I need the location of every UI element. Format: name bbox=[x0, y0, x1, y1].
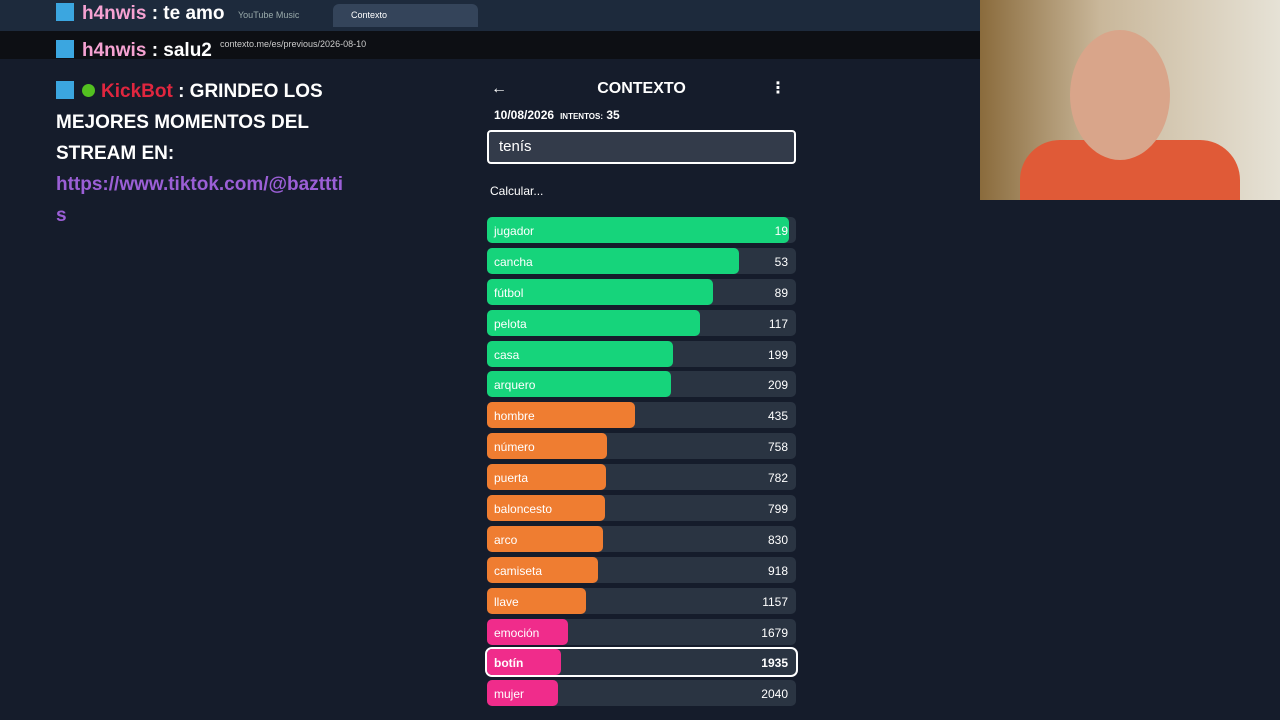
attempts: 35 bbox=[606, 108, 620, 122]
attempts-label: INTENTOS: bbox=[560, 112, 604, 121]
guess-row: puerta 782 bbox=[487, 464, 796, 491]
chat-user: h4nwis bbox=[82, 3, 147, 24]
guess-word: jugador bbox=[494, 224, 535, 238]
guess-word: mujer bbox=[494, 687, 525, 702]
address-bar: contexto.me/es/previous/2026-08-10 bbox=[0, 31, 980, 59]
rank-bar bbox=[487, 309, 700, 336]
guess-rank: 758 bbox=[767, 440, 788, 455]
rank-bar bbox=[487, 247, 739, 274]
guess-word: pelota bbox=[494, 316, 527, 331]
guess-list: jugador 19 cancha 53 fútbol 89 pelota 117 casa 19… bbox=[485, 217, 798, 707]
guess-rank: 117 bbox=[768, 316, 788, 331]
guess-row: mujer 2040 bbox=[487, 680, 796, 707]
guess-word: baloncesto bbox=[494, 502, 553, 517]
guess-row: arquero 209 bbox=[487, 371, 796, 398]
chat-message: KickBot : GRINDEO LOS MEJORES MOMENTOS D… bbox=[56, 76, 346, 231]
rank-bar bbox=[487, 618, 568, 645]
guess-row: camiseta 918 bbox=[487, 556, 796, 583]
guess-row: arco 830 bbox=[487, 525, 796, 552]
rank-bar bbox=[487, 402, 635, 429]
guess-row: jugador 19 bbox=[487, 217, 796, 243]
guess-rank: 1679 bbox=[761, 625, 788, 640]
tab[interactable]: Contexto bbox=[333, 4, 478, 27]
rank-bar bbox=[487, 587, 587, 614]
rank-bar bbox=[487, 340, 674, 367]
guess-rank: 799 bbox=[767, 502, 788, 517]
guess-rank: 918 bbox=[767, 563, 788, 578]
guess-row: cancha 53 bbox=[487, 247, 796, 274]
rank-bar bbox=[487, 649, 561, 676]
guess-row: emoción 1679 bbox=[487, 618, 796, 645]
menu-button[interactable]: ⋮ bbox=[770, 80, 786, 97]
url[interactable]: contexto.me/es/previous/2026-08-10 bbox=[220, 39, 367, 49]
tab[interactable]: YouTube Music bbox=[238, 10, 300, 20]
chat-link[interactable]: https://www.tiktok.com/@baztttis bbox=[56, 174, 343, 226]
chat-message: h4nwis : te amo bbox=[56, 3, 225, 25]
guess-rank: 89 bbox=[774, 285, 788, 300]
guess-rank: 2040 bbox=[761, 687, 788, 702]
guess-rank: 209 bbox=[767, 378, 788, 393]
game-title: CONTEXTO bbox=[597, 80, 686, 97]
rank-bar bbox=[487, 680, 559, 707]
back-button[interactable]: ← bbox=[491, 80, 507, 97]
guess-row: casa 199 bbox=[487, 340, 796, 367]
guess-row: pelota 117 bbox=[487, 309, 796, 336]
chat-text: : salu2 bbox=[151, 40, 212, 61]
guess-rank: 1935 bbox=[761, 656, 788, 671]
guess-row: fútbol 89 bbox=[487, 278, 796, 305]
guess-word: fútbol bbox=[494, 285, 524, 300]
guess-row: número 758 bbox=[487, 433, 796, 460]
chat-user: h4nwis bbox=[82, 40, 147, 61]
guess-rank: 782 bbox=[767, 471, 788, 486]
webcam bbox=[980, 0, 1280, 200]
guess-word: emoción bbox=[494, 625, 540, 640]
guess-word: puerta bbox=[494, 471, 529, 486]
status: Calcular... bbox=[490, 184, 544, 198]
guess-word: camiseta bbox=[494, 563, 543, 578]
guess-row: botín 1935 bbox=[485, 647, 798, 678]
header: ← CONTEXTO ⋮ bbox=[487, 72, 796, 106]
game-meta: 10/08/2026 INTENTOS: 35 bbox=[494, 108, 789, 122]
chat-text: : te amo bbox=[151, 3, 225, 24]
guess-word: botín bbox=[494, 656, 524, 671]
chat-user: KickBot bbox=[101, 81, 173, 102]
guess-row: hombre 435 bbox=[487, 402, 796, 429]
date: 10/08/2026 bbox=[494, 108, 555, 122]
rank-bar bbox=[487, 556, 598, 583]
rank-bar bbox=[487, 433, 608, 460]
guess-row: baloncesto 799 bbox=[487, 495, 796, 522]
guess-word: cancha bbox=[494, 254, 533, 269]
chat-message: h4nwis : salu2 bbox=[56, 40, 212, 62]
rank-bar bbox=[487, 217, 790, 243]
guess-rank: 199 bbox=[767, 347, 788, 362]
rank-bar bbox=[487, 495, 605, 522]
guess-word: hombre bbox=[494, 409, 535, 424]
guess-rank: 435 bbox=[767, 409, 788, 424]
tab-bar: YouTube Music Contexto bbox=[0, 0, 980, 31]
chat-text: : GRINDEO LOS MEJORES MOMENTOS DEL STREA… bbox=[56, 81, 323, 164]
guess-word: arquero bbox=[494, 378, 536, 393]
guess-word: casa bbox=[494, 347, 520, 362]
rank-bar bbox=[487, 464, 606, 491]
guess-row: llave 1157 bbox=[487, 587, 796, 614]
rank-bar bbox=[487, 525, 603, 552]
guess-word: arco bbox=[494, 532, 518, 547]
rank-bar bbox=[487, 278, 714, 305]
rank-bar bbox=[487, 371, 671, 398]
guess-rank: 53 bbox=[774, 254, 788, 269]
guess-rank: 830 bbox=[767, 532, 788, 547]
guess-rank: 19 bbox=[774, 224, 788, 238]
game-panel: ← CONTEXTO ⋮ 10/08/2026 INTENTOS: 35 tení… bbox=[485, 72, 798, 711]
guess-rank: 1157 bbox=[762, 594, 788, 609]
guess-input[interactable]: tenís bbox=[487, 130, 796, 164]
guess-word: llave bbox=[494, 594, 519, 609]
guess-word: número bbox=[494, 440, 535, 455]
